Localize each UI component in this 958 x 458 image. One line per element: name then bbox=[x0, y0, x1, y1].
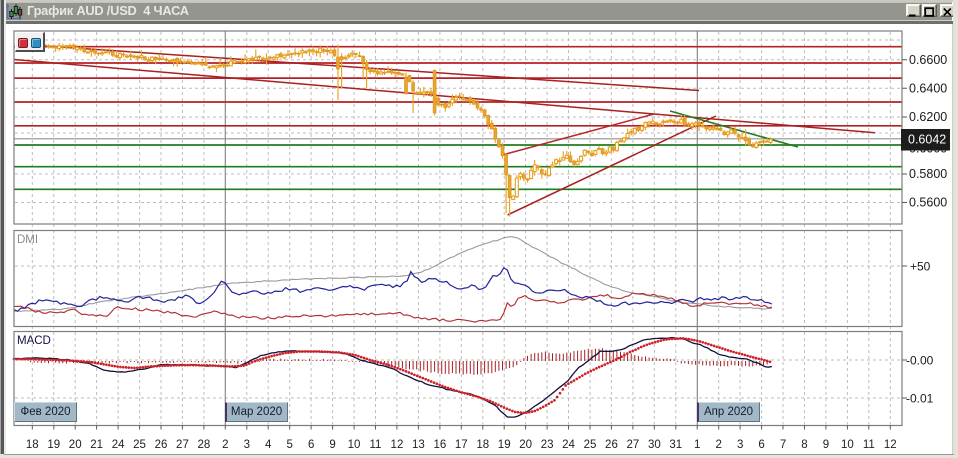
svg-text:0.6400: 0.6400 bbox=[909, 82, 947, 96]
svg-text:2: 2 bbox=[715, 439, 721, 451]
svg-text:11: 11 bbox=[863, 439, 875, 451]
svg-text:27: 27 bbox=[176, 439, 189, 451]
svg-text:18: 18 bbox=[476, 439, 489, 451]
svg-text:9: 9 bbox=[823, 439, 829, 451]
svg-text:0.6600: 0.6600 bbox=[909, 53, 947, 67]
svg-text:0.5800: 0.5800 bbox=[909, 167, 947, 181]
svg-text:3: 3 bbox=[244, 439, 250, 451]
svg-text:18: 18 bbox=[26, 439, 39, 451]
svg-text:30: 30 bbox=[648, 439, 661, 451]
svg-text:10: 10 bbox=[841, 439, 854, 451]
svg-text:8: 8 bbox=[801, 439, 807, 451]
svg-text:21: 21 bbox=[90, 439, 103, 451]
svg-text:5: 5 bbox=[286, 439, 292, 451]
svg-text:MACD: MACD bbox=[17, 335, 51, 347]
svg-text:1: 1 bbox=[694, 439, 700, 451]
svg-text:2: 2 bbox=[222, 439, 228, 451]
svg-text:28: 28 bbox=[198, 439, 211, 451]
svg-text:0.6042: 0.6042 bbox=[908, 133, 946, 147]
svg-text:0.5600: 0.5600 bbox=[909, 196, 947, 210]
svg-text:DMI: DMI bbox=[17, 234, 38, 246]
svg-text:9: 9 bbox=[329, 439, 335, 451]
svg-text:26: 26 bbox=[605, 439, 618, 451]
svg-text:19: 19 bbox=[47, 439, 60, 451]
svg-text:4: 4 bbox=[265, 439, 272, 451]
svg-text:7: 7 bbox=[780, 439, 786, 451]
svg-text:+50: +50 bbox=[910, 260, 931, 274]
svg-text:20: 20 bbox=[519, 439, 532, 451]
svg-text:3: 3 bbox=[737, 439, 743, 451]
svg-text:24: 24 bbox=[562, 439, 575, 451]
svg-text:16: 16 bbox=[433, 439, 446, 451]
svg-text:6: 6 bbox=[758, 439, 764, 451]
svg-text:23: 23 bbox=[541, 439, 554, 451]
svg-text:11: 11 bbox=[370, 439, 382, 451]
svg-text:0.6200: 0.6200 bbox=[909, 110, 947, 124]
svg-text:24: 24 bbox=[112, 439, 125, 451]
svg-text:-0.01: -0.01 bbox=[906, 392, 934, 406]
svg-text:25: 25 bbox=[584, 439, 597, 451]
svg-text:12: 12 bbox=[884, 439, 897, 451]
svg-text:13: 13 bbox=[412, 439, 425, 451]
svg-text:31: 31 bbox=[669, 439, 682, 451]
svg-text:27: 27 bbox=[627, 439, 640, 451]
svg-text:19: 19 bbox=[498, 439, 511, 451]
svg-text:-0.00: -0.00 bbox=[906, 354, 934, 368]
svg-text:6: 6 bbox=[308, 439, 314, 451]
svg-text:26: 26 bbox=[155, 439, 168, 451]
svg-text:20: 20 bbox=[69, 439, 82, 451]
svg-text:12: 12 bbox=[391, 439, 404, 451]
svg-text:17: 17 bbox=[455, 439, 468, 451]
svg-text:25: 25 bbox=[133, 439, 146, 451]
svg-text:10: 10 bbox=[348, 439, 361, 451]
